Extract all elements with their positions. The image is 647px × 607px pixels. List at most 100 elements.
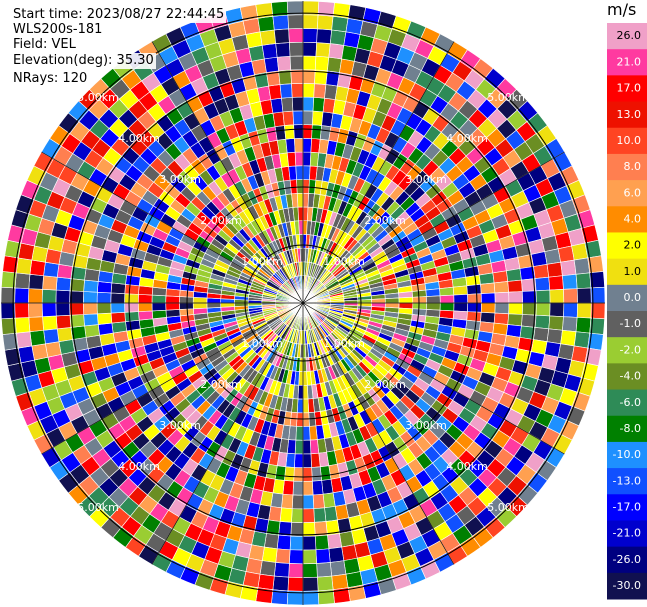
velocity-gate [179, 308, 195, 317]
colorbar-segment [607, 232, 647, 260]
velocity-gate [272, 575, 289, 592]
velocity-gate [15, 257, 33, 275]
colorbar-tick-label: 17.0 [617, 82, 642, 95]
velocity-gate [291, 193, 299, 208]
velocity-gate [324, 506, 338, 522]
velocity-gate [125, 319, 141, 332]
velocity-gate [302, 467, 313, 482]
velocity-gate [494, 291, 510, 304]
velocity-gate [327, 56, 342, 73]
velocity-gate [317, 14, 334, 31]
velocity-gate [291, 83, 304, 98]
velocity-gate [124, 311, 140, 322]
velocity-gate [111, 321, 128, 334]
velocity-gate [562, 316, 578, 333]
velocity-gate [288, 563, 304, 578]
velocity-gate [289, 41, 304, 57]
range-ring-label: 3.00km [405, 173, 447, 186]
velocity-gate [14, 287, 30, 304]
colorbar-tick-label: 2.0 [624, 239, 642, 252]
velocity-gate [302, 398, 310, 414]
velocity-gate [110, 312, 126, 324]
azimuth-spokes [1, 1, 605, 605]
velocity-gate [291, 96, 304, 112]
velocity-gate [453, 294, 469, 304]
colorbar-segment [607, 258, 647, 286]
velocity-gate [138, 310, 154, 321]
colorbar-tick-label: 21.0 [617, 55, 642, 68]
velocity-gate [302, 357, 307, 372]
velocity-gate [110, 282, 126, 294]
colorbar-tick-label: 1.0 [624, 265, 642, 278]
velocity-gate [331, 573, 349, 591]
velocity-gate [179, 302, 194, 310]
colorbar-tick-label: -21.0 [613, 527, 641, 540]
velocity-gate [286, 151, 297, 167]
velocity-gate [268, 84, 282, 100]
velocity-gate [508, 291, 523, 304]
velocity-gate [97, 312, 113, 325]
colorbar-tick-label: 26.0 [617, 29, 642, 42]
velocity-gate [548, 315, 564, 331]
velocity-gate [42, 315, 58, 331]
velocity-gate [309, 439, 320, 455]
velocity-gate [272, 111, 285, 128]
velocity-gate [261, 546, 278, 563]
colorbar-tick-label: -30.0 [613, 579, 641, 592]
velocity-gate [83, 291, 98, 304]
colorbar-tick-label: 13.0 [617, 108, 642, 121]
velocity-gate [341, 544, 358, 561]
velocity-gate [302, 494, 315, 510]
range-ring-label: 5.00km [77, 501, 119, 514]
range-ring-label: 2.00km [364, 378, 406, 391]
velocity-gate [29, 329, 46, 347]
colorbar-tick-label: 6.0 [624, 186, 642, 199]
velocity-gate [480, 282, 496, 294]
velocity-gate [165, 309, 181, 318]
velocity-gate [312, 110, 324, 126]
velocity-gate [302, 179, 310, 194]
velocity-gate [282, 110, 294, 126]
velocity-gate [302, 96, 315, 112]
velocity-gate [426, 302, 441, 311]
velocity-gate [302, 549, 317, 565]
velocity-gate [270, 97, 284, 114]
velocity-gate [302, 439, 312, 455]
velocity-gate [83, 279, 99, 293]
velocity-gate [14, 317, 31, 334]
velocity-gate [480, 292, 496, 304]
velocity-gate [534, 276, 551, 292]
velocity-gate [312, 480, 324, 496]
velocity-gate [439, 286, 455, 297]
azimuth-spoke [302, 302, 455, 565]
velocity-gate [298, 220, 304, 235]
velocity-gate [264, 533, 279, 550]
velocity-gate [426, 295, 441, 304]
velocity-gate [314, 534, 330, 551]
range-ring-label: 1.00km [241, 255, 283, 268]
velocity-gate [411, 289, 427, 298]
velocity-gate [560, 259, 577, 277]
velocity-gate [343, 299, 359, 304]
velocity-gate [296, 412, 304, 427]
velocity-gate [573, 331, 591, 349]
velocity-gate [294, 151, 304, 167]
nrays-label: NRays: 120 [11, 71, 90, 87]
velocity-gate [312, 493, 325, 509]
velocity-gate [439, 294, 455, 304]
velocity-gate [311, 466, 322, 482]
velocity-gate [492, 270, 509, 284]
velocity-gate [313, 507, 327, 523]
colorbar-segment [607, 75, 647, 103]
velocity-gate [307, 398, 315, 413]
velocity-gate [274, 125, 287, 141]
velocity-gate [316, 562, 333, 578]
velocity-gate [56, 264, 73, 279]
velocity-gate [507, 313, 523, 327]
velocity-gate [299, 234, 304, 249]
colorbar-segment [607, 441, 647, 469]
velocity-gate [308, 411, 317, 427]
velocity-gate [309, 425, 318, 441]
velocity-gate [296, 192, 304, 208]
